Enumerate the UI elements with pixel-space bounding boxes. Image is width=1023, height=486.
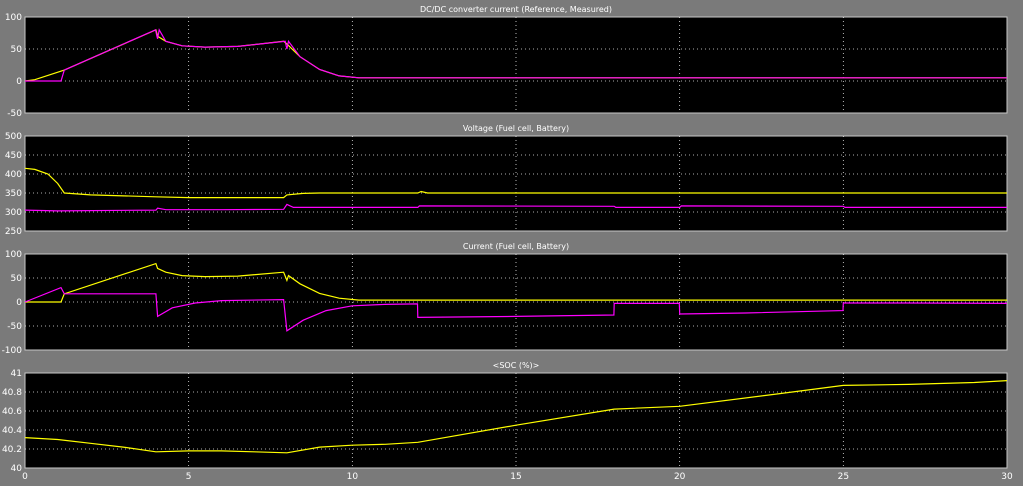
panel-title: Voltage (Fuel cell, Battery) — [463, 124, 569, 133]
x-tick-label: 5 — [186, 472, 192, 482]
y-tick-label: 40.6 — [2, 407, 22, 417]
y-tick-label: 40 — [11, 464, 23, 474]
x-tick-label: 15 — [510, 472, 521, 482]
scope-panel-1: DC/DC converter current (Reference, Meas… — [5, 5, 1008, 119]
x-tick-label: 25 — [838, 472, 849, 482]
y-tick-label: 40.4 — [2, 426, 22, 436]
x-tick-label: 30 — [1001, 472, 1013, 482]
x-tick-label: 20 — [674, 472, 686, 482]
y-tick-label: 400 — [5, 170, 22, 180]
y-tick-label: 250 — [5, 227, 22, 237]
axes-background — [24, 372, 1008, 469]
y-tick-label: 100 — [5, 250, 22, 260]
y-tick-label: -50 — [7, 109, 22, 119]
y-tick-label: 41 — [11, 369, 22, 379]
scope-panel-3: Current (Fuel cell, Battery) -100 -50 0 50 10… — [2, 242, 1008, 356]
panel-title: Current (Fuel cell, Battery) — [463, 242, 569, 251]
scope-panel-4: <SOC (%)> 40 40.2 40.4 40.6 40.8 41 0 5 10 15 20 25 3… — [2, 361, 1013, 482]
x-tick-label: 10 — [347, 472, 359, 482]
y-tick-label: 300 — [5, 208, 22, 218]
y-tick-label: -50 — [7, 322, 22, 332]
y-tick-label: 50 — [11, 45, 23, 55]
series-line-1 — [24, 380, 1008, 454]
y-tick-label: 40.2 — [2, 445, 22, 455]
y-tick-label: 100 — [5, 13, 22, 23]
series-line-2 — [24, 286, 1008, 332]
panel-title: <SOC (%)> — [493, 361, 540, 370]
y-tick-label: 50 — [11, 274, 23, 284]
panel-title: DC/DC converter current (Reference, Meas… — [420, 5, 612, 14]
y-tick-label: 0 — [16, 77, 22, 87]
y-tick-label: 40.8 — [2, 388, 22, 398]
x-tick-label: 0 — [22, 472, 28, 482]
y-tick-label: 450 — [5, 151, 22, 161]
series-line-2 — [25, 28, 1007, 82]
y-tick-label: 500 — [5, 132, 22, 142]
series-line-1 — [24, 167, 1007, 199]
axes-background — [24, 135, 1008, 232]
scope-panel-2: Voltage (Fuel cell, Battery) 250 300 350 400… — [5, 124, 1008, 237]
y-tick-label: 350 — [5, 189, 22, 199]
series-line-2 — [24, 203, 1007, 212]
y-tick-label: 0 — [16, 298, 22, 308]
series-line-1 — [25, 262, 1007, 303]
y-tick-label: -100 — [2, 346, 23, 356]
